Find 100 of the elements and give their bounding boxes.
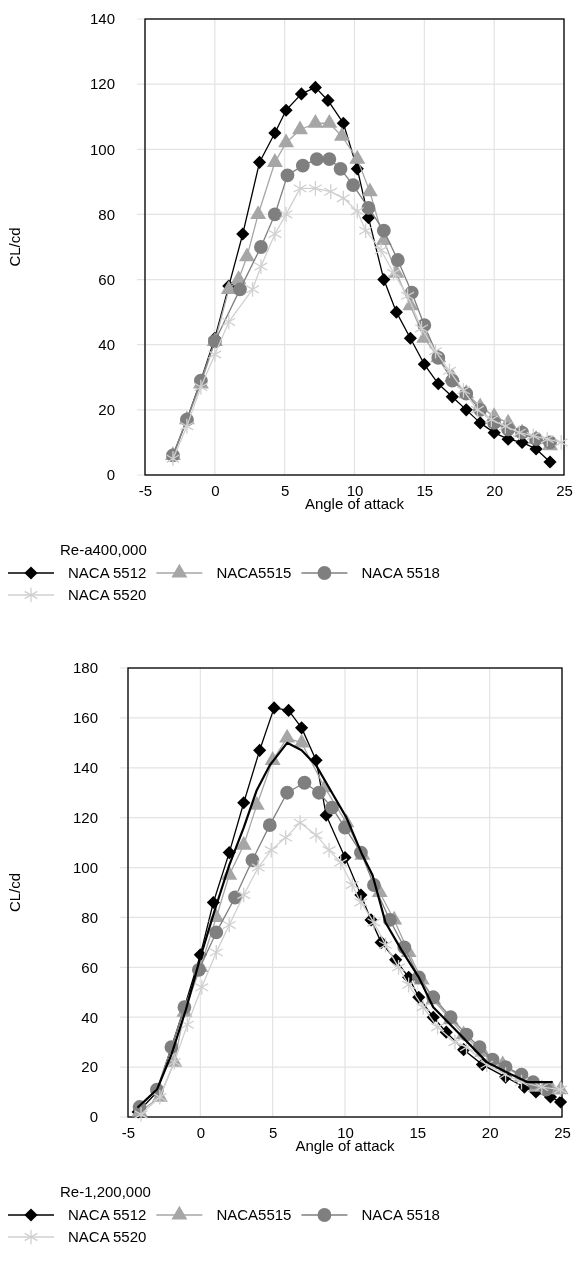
legend-label: NACA 5520	[68, 586, 147, 603]
point	[250, 205, 267, 220]
legend-label: NACA 5520	[68, 1228, 147, 1245]
point	[207, 346, 222, 363]
point	[297, 775, 312, 790]
y-tick-label: 160	[72, 709, 98, 727]
x-tick-label: 0	[211, 481, 220, 499]
y-tick-label: 0	[89, 1108, 98, 1126]
point	[268, 126, 282, 140]
legend-label: NACA 5518	[361, 564, 440, 581]
point	[167, 1054, 182, 1071]
point	[180, 1016, 195, 1033]
point	[267, 701, 281, 715]
point	[378, 936, 393, 953]
legend-title: Re-a400,000	[60, 541, 147, 558]
x-tick-label: 15	[416, 481, 434, 499]
point	[336, 190, 351, 207]
y-tick-label: 80	[98, 205, 115, 223]
point	[333, 854, 348, 871]
point	[540, 431, 555, 448]
point	[253, 258, 268, 275]
y-tick-label: 60	[81, 958, 98, 976]
y-tick-label: 0	[106, 466, 115, 484]
x-tick-label: 5	[280, 481, 290, 499]
x-tick-label: 15	[409, 1123, 427, 1141]
point	[554, 434, 569, 451]
point	[459, 403, 473, 417]
point	[236, 227, 250, 241]
point	[456, 382, 471, 399]
point	[245, 853, 260, 867]
point	[233, 282, 247, 297]
point	[321, 93, 335, 107]
point	[245, 281, 260, 298]
point	[308, 80, 322, 94]
point	[254, 240, 268, 254]
point	[209, 944, 224, 961]
point	[194, 979, 209, 996]
point	[514, 1074, 529, 1091]
point	[165, 450, 180, 467]
point	[414, 320, 429, 337]
x-tick-label: 25	[556, 481, 573, 499]
point	[374, 242, 389, 259]
point	[376, 223, 391, 238]
point	[416, 999, 431, 1016]
point	[346, 178, 361, 193]
point	[312, 785, 326, 800]
x-tick-label: -5	[121, 1123, 136, 1141]
point	[361, 201, 376, 215]
legend-label: NACA 5512	[68, 564, 147, 581]
point	[221, 313, 236, 330]
point	[377, 273, 391, 287]
legend-label: NACA 5512	[68, 1206, 147, 1223]
point	[278, 829, 293, 846]
y-tick-label: 180	[72, 659, 98, 677]
point	[179, 418, 194, 435]
x-tick-label: 20	[486, 481, 504, 499]
point	[264, 842, 279, 859]
y-tick-label: 80	[81, 908, 98, 926]
point	[282, 703, 296, 717]
point	[350, 203, 365, 220]
x-tick-label: 0	[196, 1123, 206, 1141]
legend-label: NACA 5518	[361, 1206, 440, 1223]
point	[236, 887, 251, 903]
point	[309, 152, 324, 166]
point	[345, 877, 360, 894]
legend-label: NACA5515	[216, 564, 292, 581]
point	[498, 1066, 513, 1083]
y-axis-title: CL/cd	[6, 872, 23, 913]
point	[389, 305, 403, 319]
point	[280, 785, 295, 800]
point	[322, 842, 337, 859]
point	[293, 180, 308, 197]
y-tick-label: 20	[98, 401, 115, 419]
x-tick-label: -5	[138, 481, 153, 499]
x-tick-label: 20	[481, 1123, 499, 1141]
point	[479, 1056, 494, 1073]
point	[428, 343, 443, 360]
point	[322, 152, 337, 166]
point	[267, 225, 282, 242]
y-tick-label: 100	[72, 858, 98, 876]
point	[193, 379, 208, 396]
point	[361, 182, 378, 197]
point	[222, 916, 237, 933]
point	[237, 796, 251, 810]
point	[253, 743, 267, 757]
point	[386, 265, 401, 282]
point	[553, 1095, 568, 1109]
point	[400, 287, 415, 304]
x-tick-label: 25	[554, 1123, 571, 1141]
y-axis-title: CL/cd	[6, 227, 23, 267]
y-tick-label: 140	[72, 759, 98, 777]
point	[390, 253, 405, 267]
point	[403, 331, 417, 345]
point	[430, 1019, 445, 1036]
point	[279, 103, 293, 117]
point	[391, 959, 406, 976]
point	[325, 800, 339, 815]
x-tick-label: 5	[268, 1123, 278, 1141]
y-tick-label: 40	[81, 1008, 98, 1026]
point	[294, 87, 308, 101]
